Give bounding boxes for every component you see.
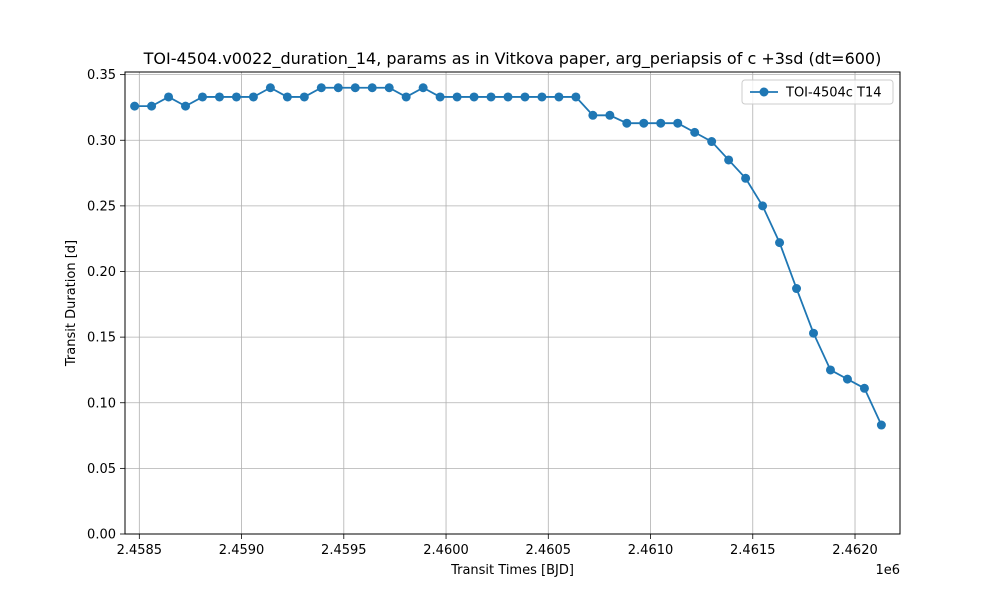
x-tick-label: 2.4605 <box>526 543 572 558</box>
data-point <box>571 92 581 102</box>
data-point <box>435 92 445 102</box>
data-point <box>554 92 564 102</box>
data-point <box>792 284 802 294</box>
data-point <box>639 118 649 128</box>
x-tick-label: 2.4620 <box>832 543 878 558</box>
data-point <box>842 374 852 384</box>
data-point <box>876 420 886 430</box>
data-point <box>248 92 258 102</box>
x-tick-label: 2.4595 <box>321 543 367 558</box>
data-point <box>588 110 598 120</box>
y-tick-label: 0.35 <box>87 68 116 83</box>
x-tick-label: 2.4585 <box>117 543 163 558</box>
y-tick-label: 0.05 <box>87 462 116 477</box>
data-point <box>265 83 275 93</box>
data-point <box>859 383 869 393</box>
data-point <box>809 328 818 338</box>
data-point <box>520 92 530 102</box>
data-point <box>181 101 191 111</box>
x-tick-label: 2.4615 <box>730 543 776 558</box>
data-point <box>350 83 360 93</box>
y-tick-label: 0.00 <box>87 528 116 543</box>
data-point <box>707 137 717 147</box>
series-layer <box>130 83 886 430</box>
y-tick-label: 0.15 <box>87 331 116 346</box>
legend-label: TOI-4504c T14 <box>785 86 882 101</box>
data-point <box>469 92 479 102</box>
legend: TOI-4504c T14 <box>741 79 894 105</box>
data-point <box>401 92 411 102</box>
data-point <box>333 83 343 93</box>
legend-marker-sample <box>759 87 769 97</box>
data-point <box>673 118 683 128</box>
data-point <box>130 101 140 111</box>
data-point <box>452 92 462 102</box>
data-point <box>758 201 768 211</box>
data-point <box>825 365 835 375</box>
x-axis-label: Transit Times [BJD] <box>450 563 574 578</box>
x-axis-offset-label: 1e6 <box>875 563 900 578</box>
data-point <box>537 92 547 102</box>
y-tick-label: 0.30 <box>87 134 116 149</box>
legend-box <box>741 79 894 105</box>
plot-frame <box>124 71 901 535</box>
data-point <box>316 83 326 93</box>
data-point <box>690 127 700 137</box>
y-tick-label: 0.10 <box>87 396 116 411</box>
data-point <box>367 83 377 93</box>
data-point <box>147 101 157 111</box>
x-tick-label: 2.4600 <box>423 543 469 558</box>
data-point <box>724 155 734 165</box>
x-tick-label: 2.4610 <box>628 543 674 558</box>
data-point <box>656 118 666 128</box>
data-point <box>384 83 394 93</box>
x-tick-label: 2.4590 <box>219 543 265 558</box>
data-point <box>198 92 207 102</box>
y-axis-label: Transit Duration [d] <box>64 240 79 367</box>
y-tick-label: 0.25 <box>87 199 116 214</box>
data-point <box>164 92 174 102</box>
chart-title: TOI-4504.v0022_duration_14, params as in… <box>143 49 882 69</box>
data-point <box>231 92 241 102</box>
data-point <box>775 238 785 248</box>
data-point <box>282 92 292 102</box>
data-point <box>605 110 615 120</box>
x-axis: 2.4585 2.4590 2.4595 2.4600 2.4605 2.4610 2.46… <box>117 534 878 558</box>
y-axis: 0.00 0.05 0.10 0.15 0.20 0.25 0.30 0.35 <box>87 68 125 543</box>
data-point <box>503 92 513 102</box>
y-tick-label: 0.20 <box>87 265 116 280</box>
data-point <box>622 118 632 128</box>
data-point <box>741 173 751 183</box>
data-point <box>418 83 428 93</box>
data-point <box>486 92 496 102</box>
data-point <box>214 92 224 102</box>
data-point <box>299 92 309 102</box>
